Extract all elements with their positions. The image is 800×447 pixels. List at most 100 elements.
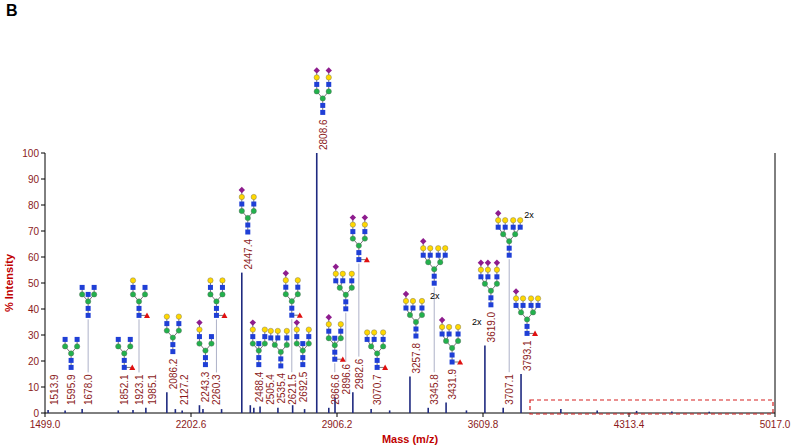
- glcnac: [245, 230, 250, 235]
- galactose: [371, 330, 376, 335]
- mannose: [116, 344, 121, 349]
- peak: [81, 409, 83, 413]
- glcnac: [428, 253, 433, 258]
- sialic-acid: [478, 260, 484, 266]
- x-tick-label: 4313.4: [614, 419, 645, 430]
- glcnac: [362, 229, 367, 234]
- galactose: [220, 278, 225, 283]
- x-tick-label: 5017.0: [760, 419, 791, 430]
- glcnac: [529, 303, 534, 308]
- leader-line: [509, 259, 510, 372]
- highlight-box: [530, 400, 773, 414]
- mannose: [300, 348, 305, 353]
- peak: [389, 410, 391, 413]
- fucose: [129, 365, 135, 370]
- leader-line: [88, 319, 89, 372]
- peak-label: 2086.2: [168, 358, 179, 389]
- mannose: [455, 338, 460, 343]
- peak-label: 3793.1: [522, 340, 533, 371]
- y-tick: [41, 387, 45, 388]
- glycan-structures: [62, 67, 540, 372]
- glcnac: [294, 334, 299, 339]
- glcnac: [432, 274, 437, 279]
- right-frame-line: [775, 153, 776, 413]
- galactose: [250, 327, 255, 332]
- glycan: [350, 214, 370, 356]
- leader-line: [139, 319, 140, 372]
- mannose: [122, 351, 127, 356]
- peak-label: 3431.9: [447, 369, 458, 400]
- peak: [175, 409, 177, 413]
- mannose: [203, 348, 208, 353]
- peak-labels: 1513.91595.91678.01852.11923.11985.12086…: [49, 119, 533, 405]
- galactose: [455, 324, 460, 329]
- y-tick: [41, 231, 45, 232]
- peak-label: 1513.9: [49, 374, 60, 405]
- peak: [241, 273, 243, 413]
- mannose: [245, 215, 250, 220]
- x-axis-title: Mass (m/z): [382, 433, 439, 445]
- peak-label: 2488.4: [254, 371, 265, 402]
- x-tick: [483, 413, 484, 417]
- galactose: [262, 327, 267, 332]
- galactose: [338, 322, 343, 327]
- glycan: [439, 317, 463, 365]
- galactose: [275, 328, 280, 333]
- mannose: [74, 344, 79, 349]
- glcnac: [251, 202, 256, 207]
- mannose: [349, 285, 354, 290]
- peak: [427, 408, 429, 413]
- glycan: [79, 285, 96, 373]
- glcnac: [164, 321, 169, 326]
- glcnac: [494, 274, 499, 279]
- mannose: [449, 345, 454, 350]
- glcnac: [116, 337, 121, 342]
- sialic-acid: [485, 260, 491, 266]
- glcnac: [209, 334, 214, 339]
- glcnac: [440, 332, 445, 337]
- sialic-acid: [239, 187, 245, 193]
- peak: [221, 409, 223, 413]
- leader-line: [358, 264, 359, 357]
- peak-label: 2447.4: [243, 239, 254, 270]
- galactose: [446, 324, 451, 329]
- galactose: [295, 278, 300, 283]
- mannose: [79, 292, 84, 297]
- mannose: [380, 344, 385, 349]
- sialic-acid: [250, 319, 256, 325]
- glcnac: [450, 353, 455, 358]
- y-tick-label: 90: [28, 174, 40, 185]
- peak-label: 1985.1: [147, 374, 158, 405]
- glcnac: [478, 274, 483, 279]
- glcnac: [338, 329, 343, 334]
- peak: [596, 410, 598, 413]
- peak-label: 3345.8: [429, 374, 440, 405]
- peak: [484, 345, 486, 413]
- mannose: [306, 341, 311, 346]
- mannose: [197, 341, 202, 346]
- sialic-acid: [333, 264, 339, 270]
- glcnac: [333, 278, 338, 283]
- glycan: [495, 210, 523, 372]
- peak-label: 3707.1: [504, 374, 515, 405]
- glcnac: [326, 329, 331, 334]
- glcnac: [340, 278, 345, 283]
- peak-label: 2866.6: [330, 374, 341, 405]
- sialic-acid: [420, 238, 426, 244]
- galactose: [443, 246, 448, 251]
- glycan: [239, 187, 257, 235]
- peak: [466, 410, 468, 413]
- galactose: [364, 330, 369, 335]
- glcnac: [410, 306, 415, 311]
- glcnac: [203, 362, 208, 367]
- mannose: [68, 351, 73, 356]
- peak-label: 1678.0: [83, 374, 94, 405]
- glcnac: [518, 225, 523, 230]
- peak: [445, 403, 447, 413]
- galactose: [502, 218, 507, 223]
- glcnac: [300, 355, 305, 360]
- mannose: [524, 317, 529, 322]
- galactose: [333, 271, 338, 276]
- peak: [132, 410, 134, 413]
- glycan: [333, 264, 355, 362]
